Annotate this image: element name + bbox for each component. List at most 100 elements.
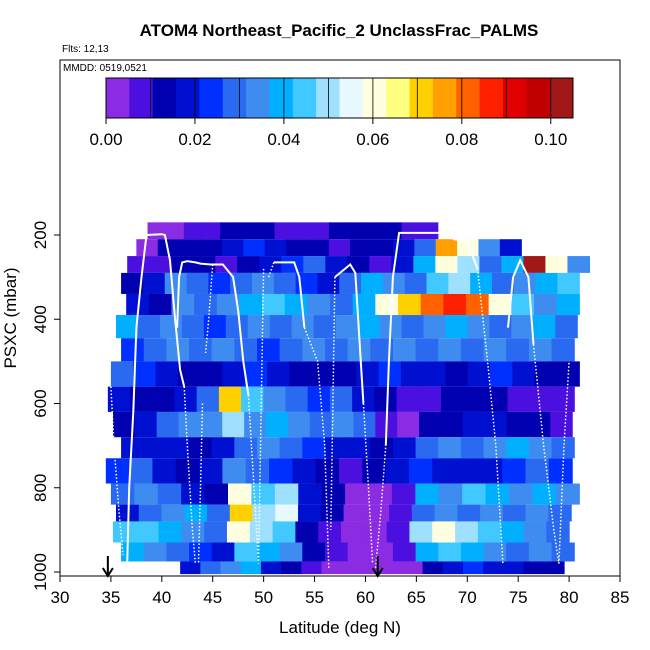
heatmap-cell	[156, 411, 180, 438]
heatmap-cell	[292, 458, 317, 484]
flight-track-dotted	[267, 262, 275, 278]
heatmap-cell	[263, 386, 287, 412]
heatmap-cell	[267, 361, 290, 387]
heatmap-cell	[291, 315, 315, 339]
heatmap-cell	[438, 542, 462, 562]
heatmap-cell	[143, 542, 167, 562]
heatmap-cell	[392, 338, 417, 362]
heatmap-cell	[147, 222, 167, 240]
heatmap-cell	[200, 561, 222, 575]
colorbar-swatch	[502, 78, 527, 118]
heatmap-cell	[274, 222, 294, 240]
heatmap-cell	[382, 561, 403, 575]
heatmap-cell	[477, 521, 502, 543]
colorbar-swatch	[526, 78, 551, 118]
colorbar-swatch	[549, 78, 574, 118]
heatmap-cell	[275, 504, 299, 522]
heatmap-cell	[415, 483, 440, 505]
heatmap-cell	[347, 222, 366, 240]
heatmap-cell	[221, 239, 244, 257]
heatmap-cell	[375, 293, 399, 316]
x-tick-label: 85	[611, 588, 630, 607]
heatmap-cell	[460, 437, 485, 459]
latitude-arrows	[102, 556, 384, 578]
heatmap-cell	[438, 338, 462, 362]
x-tick-label: 75	[509, 588, 528, 607]
heatmap-cell	[545, 256, 569, 273]
heatmap-cell	[286, 239, 309, 257]
heatmap-cell	[200, 411, 223, 438]
colorbar-swatch	[269, 78, 294, 118]
heatmap-cell	[269, 315, 293, 339]
heatmap-cell	[382, 272, 406, 294]
heatmap-cell	[229, 504, 254, 522]
heatmap-cell	[196, 386, 220, 412]
heatmap-cell	[370, 437, 394, 459]
heatmap-cell	[478, 239, 501, 257]
heatmap-cell	[551, 437, 575, 459]
heatmap-cell	[287, 411, 311, 438]
colorbar-swatch	[176, 78, 200, 118]
heatmap-cell	[525, 504, 549, 522]
heatmap-cell	[175, 458, 200, 484]
heatmap-cell	[480, 504, 504, 522]
heatmap-cell	[165, 222, 185, 240]
heatmap-cell	[408, 458, 433, 484]
heatmap-cell	[199, 458, 223, 484]
heatmap-cell	[462, 561, 484, 575]
x-tick-label: 45	[203, 588, 222, 607]
heatmap-cell	[426, 272, 449, 294]
heatmap-cell	[189, 437, 213, 459]
heatmap-cell	[285, 386, 309, 412]
heatmap-cell	[200, 239, 223, 257]
heatmap-cell	[321, 483, 346, 505]
heatmap-cell	[302, 338, 326, 362]
heatmap-cell	[356, 361, 380, 387]
heatmap-cell	[415, 338, 439, 362]
colorbar-tick-label: 0.04	[267, 130, 300, 149]
heatmap-cell	[466, 293, 490, 316]
heatmap-cell	[440, 411, 464, 438]
heatmap-cell	[525, 458, 550, 484]
colorbar-swatch	[152, 78, 177, 118]
heatmap-cell	[121, 437, 145, 459]
heatmap-cell	[511, 293, 535, 316]
heatmap-cell	[501, 256, 525, 273]
heatmap-cell	[200, 361, 224, 387]
heatmap-cell	[419, 222, 439, 240]
heatmap-cell	[345, 483, 370, 505]
heatmap-cell	[528, 437, 553, 459]
flight-track-dotted	[532, 344, 560, 564]
heatmap-cell	[512, 361, 536, 387]
heatmap-cell	[500, 521, 525, 543]
heatmap-cell	[211, 338, 235, 362]
heatmap-cell	[499, 239, 522, 257]
heatmap-cell	[138, 504, 163, 522]
heatmap-cell	[107, 386, 131, 412]
heatmap-cell	[533, 315, 556, 339]
heatmap-cell	[492, 272, 515, 294]
heatmap-cell	[130, 386, 153, 412]
heatmap-cell	[321, 561, 343, 575]
heatmap-cell	[557, 272, 580, 294]
heatmap-cell	[302, 437, 326, 459]
heatmap-cell	[357, 315, 381, 339]
heatmap-cell	[478, 458, 503, 484]
heatmap-cell	[502, 458, 527, 484]
heatmap-cell	[181, 521, 205, 543]
heatmap-cell	[330, 293, 354, 316]
flight-track-segment	[176, 260, 250, 396]
heatmap-cell	[389, 504, 413, 522]
heatmap-cell	[548, 458, 573, 484]
heatmap-cell	[225, 315, 249, 339]
heatmap-cell	[244, 361, 268, 387]
heatmap-cell	[535, 272, 559, 294]
heatmap-cell	[129, 458, 154, 484]
heatmap-cell	[511, 315, 534, 339]
heatmap-cell	[529, 386, 553, 412]
heatmap-cell	[152, 386, 176, 412]
heatmap-cell	[203, 315, 227, 339]
heatmap-cell	[273, 272, 297, 294]
heatmap-cell	[259, 256, 282, 273]
heatmap-cell	[463, 386, 486, 412]
